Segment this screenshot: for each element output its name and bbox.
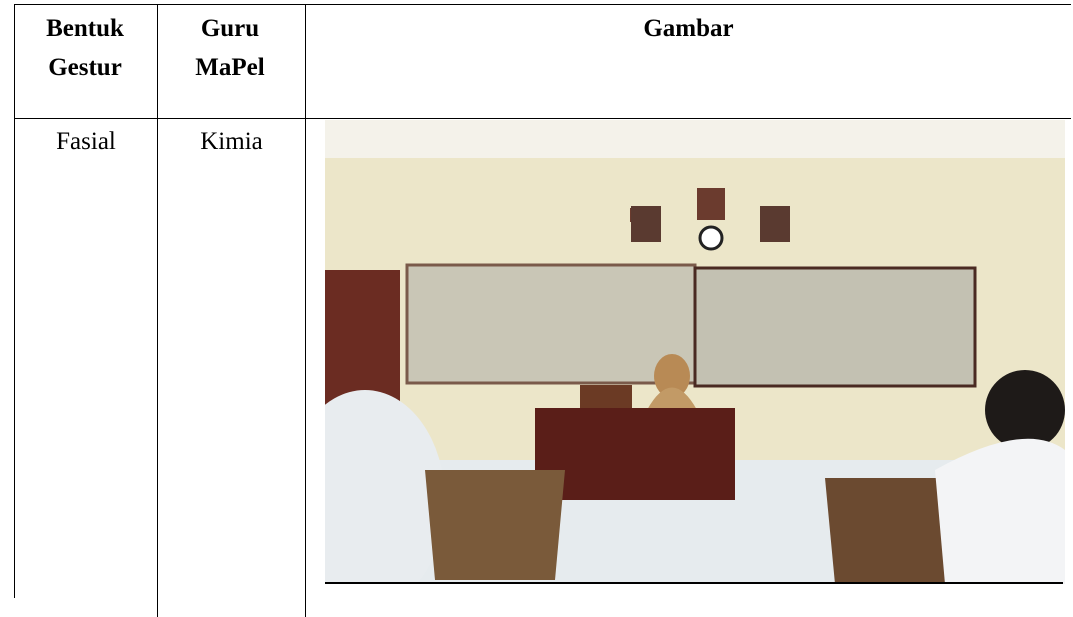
header-cell: Guru MaPel (195, 15, 265, 81)
table-border (305, 4, 306, 617)
body-cell: Kimia (200, 128, 263, 155)
table-border (14, 4, 1071, 5)
table-border (14, 118, 1071, 119)
header-cell: Bentuk Gestur (46, 15, 124, 81)
table-border (14, 4, 15, 598)
classroom-photo (325, 120, 1065, 584)
photo-border (325, 582, 1063, 584)
header-cell: Gambar (643, 15, 734, 42)
table-border (157, 4, 158, 617)
body-cell: Fasial (56, 128, 116, 155)
